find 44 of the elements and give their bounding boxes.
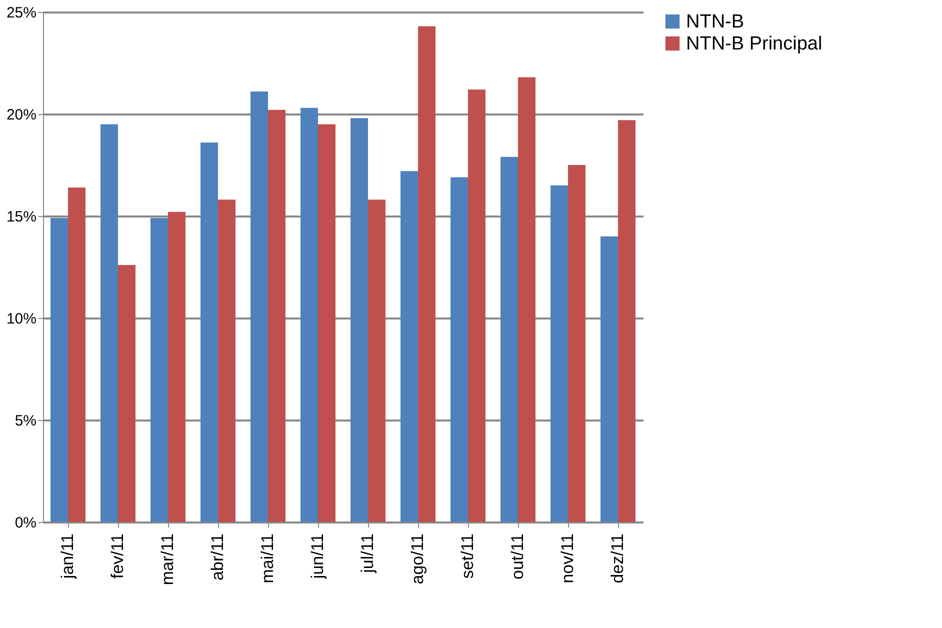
x-tick-label: fev/11	[108, 534, 127, 579]
y-tick-label: 25%	[6, 4, 36, 22]
legend-label: NTN-B	[686, 12, 744, 32]
legend-label: NTN-B Principal	[686, 34, 822, 54]
x-tick-label: jul/11	[358, 534, 377, 574]
bar	[168, 212, 186, 522]
bar	[450, 177, 468, 522]
bar	[118, 264, 136, 522]
bar	[350, 118, 368, 522]
x-tick-label: out/11	[508, 534, 527, 580]
bar	[550, 185, 568, 522]
bar	[518, 77, 536, 522]
bar	[468, 90, 486, 522]
x-tick-label: jun/11	[308, 534, 327, 580]
bar	[150, 218, 168, 522]
bar	[50, 218, 68, 522]
x-tick-label: mai/11	[258, 534, 277, 584]
bar	[368, 200, 386, 522]
x-tick-label: nov/11	[558, 534, 577, 584]
bar	[268, 110, 286, 522]
bar	[100, 124, 118, 522]
x-tick-label: mar/11	[158, 534, 177, 586]
bar	[218, 200, 236, 522]
bar	[200, 142, 218, 522]
bar	[500, 156, 518, 522]
bar	[68, 187, 86, 522]
x-tick-label: set/11	[458, 534, 477, 579]
y-tick-label: 10%	[6, 310, 36, 328]
bar	[318, 124, 336, 522]
bar	[400, 171, 418, 522]
bar	[418, 26, 436, 522]
y-tick-label: 0%	[14, 514, 36, 532]
x-tick-label: dez/11	[608, 534, 627, 584]
bar	[300, 108, 318, 522]
y-tick-label: 20%	[6, 106, 36, 124]
x-tick-label: ago/11	[408, 534, 427, 584]
bar	[568, 165, 586, 522]
x-tick-label: jan/11	[58, 534, 77, 580]
bar	[250, 92, 268, 522]
y-tick-label: 15%	[6, 208, 36, 226]
x-tick-label: abr/11	[208, 534, 227, 580]
bar	[618, 120, 636, 522]
bar	[600, 236, 618, 522]
y-tick-label: 5%	[14, 412, 36, 430]
